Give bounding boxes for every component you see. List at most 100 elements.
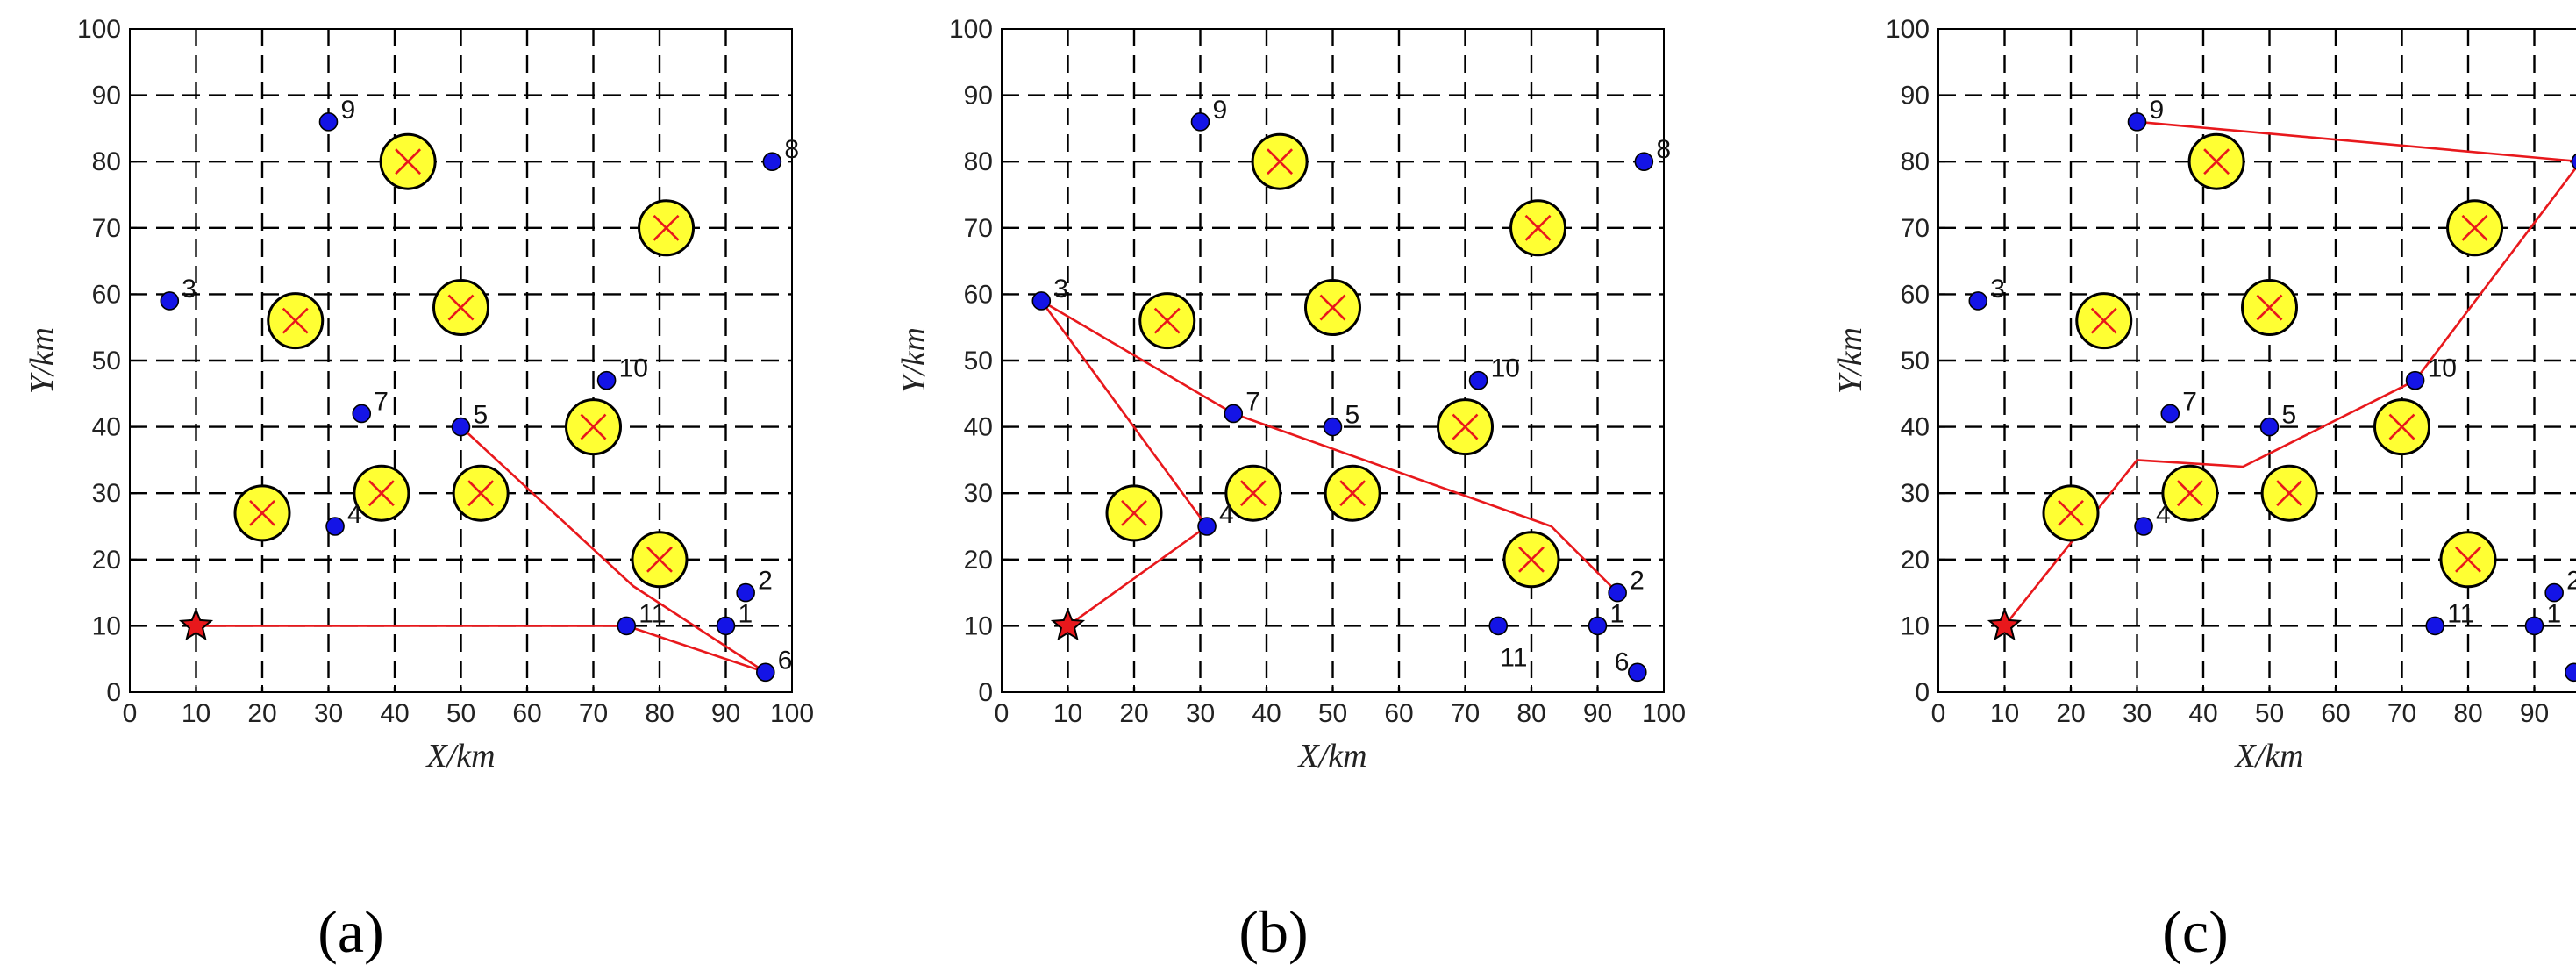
node-b-6: [1628, 662, 1647, 683]
obstacle-cross-b-b-0: [1267, 148, 1294, 175]
ytick-label-a-8: 80: [92, 147, 121, 176]
node-a-2: [736, 582, 755, 603]
ytick-label-a-4: 40: [92, 413, 121, 442]
ytick-label-b-5: 50: [964, 347, 993, 375]
panel-label-b: (b): [1238, 898, 1308, 965]
node-a-4: [325, 517, 345, 536]
obstacle-cross-b-b-5: [1121, 499, 1147, 526]
xtick-label-a-8: 80: [645, 699, 674, 728]
obstacle-cross-b-c-2: [2090, 307, 2117, 334]
xtick-label-b-8: 80: [1516, 699, 1545, 728]
panel-c: 0 10 20 30 40 50 60 70 80 90 100 0 10 20 30 40 50 60 70 80 9…: [1832, 15, 2576, 775]
node-label-a-3: 3: [182, 275, 196, 304]
obstacle-cross-b-c-3: [2256, 294, 2283, 321]
obstacle-cross-b-a-5: [249, 499, 275, 526]
xtick-label-a-2: 20: [247, 699, 276, 728]
node-b-10: [1468, 370, 1488, 390]
ytick-label-b-9: 90: [964, 82, 993, 111]
ytick-label-c-1: 10: [1901, 611, 1930, 640]
node-label-b-10: 10: [1491, 354, 1520, 383]
node-label-a-10: 10: [619, 354, 648, 383]
x-axis-title-c: X/km: [2233, 738, 2303, 775]
ytick-label-a-5: 50: [92, 347, 121, 375]
ytick-label-a-6: 60: [92, 280, 121, 309]
node-label-a-4: 4: [347, 500, 362, 529]
node-label-b-2: 2: [1630, 567, 1645, 596]
node-label-b-11: 11: [1500, 643, 1527, 672]
node-a-6: [755, 662, 775, 683]
xtick-label-b-2: 20: [1119, 699, 1148, 728]
node-label-b-1: 1: [1610, 599, 1625, 628]
ytick-label-a-3: 30: [92, 479, 121, 508]
node-label-b-5: 5: [1345, 401, 1360, 430]
xtick-label-a-3: 30: [314, 699, 343, 728]
node-b-4: [1197, 517, 1217, 536]
ytick-label-b-4: 40: [964, 413, 993, 442]
x-axis-title-b: X/km: [1296, 738, 1366, 775]
ytick-label-c-5: 50: [1901, 347, 1930, 375]
xtick-label-c-6: 60: [2321, 699, 2350, 728]
node-c-3: [1968, 291, 1988, 311]
node-label-b-9: 9: [1213, 96, 1228, 125]
node-label-c-10: 10: [2428, 354, 2457, 383]
xtick-label-c-0: 0: [1931, 699, 1946, 728]
ytick-label-b-6: 60: [964, 280, 993, 309]
xtick-label-a-5: 50: [446, 699, 475, 728]
node-c-2: [2544, 582, 2564, 603]
node-label-a-5: 5: [474, 401, 489, 430]
node-c-1: [2524, 616, 2544, 636]
xtick-label-a-7: 70: [579, 699, 608, 728]
xtick-label-c-7: 70: [2387, 699, 2416, 728]
node-a-8: [762, 152, 782, 171]
node-a-11: [617, 616, 637, 636]
node-a-7: [352, 404, 372, 424]
node-a-9: [318, 112, 339, 132]
xtick-label-b-6: 60: [1384, 699, 1413, 728]
obstacle-cross-b-b-6: [1239, 480, 1267, 507]
xtick-label-a-10: 100: [770, 699, 814, 728]
node-label-a-1: 1: [739, 599, 753, 628]
node-label-c-5: 5: [2282, 401, 2297, 430]
y-axis-title-c: Y/km: [1832, 327, 1869, 394]
ytick-label-c-7: 70: [1901, 214, 1930, 243]
obstacle-cross-b-c-8: [2455, 546, 2481, 573]
xtick-label-b-5: 50: [1318, 699, 1347, 728]
obstacle-cross-b-c-7: [2276, 480, 2303, 507]
y-axis-title-b: Y/km: [896, 327, 932, 394]
node-c-6: [2565, 662, 2576, 683]
ytick-label-a-7: 70: [92, 214, 121, 243]
node-label-c-1: 1: [2547, 599, 2562, 628]
ytick-label-b-2: 20: [964, 546, 993, 575]
xtick-label-b-0: 0: [995, 699, 1010, 728]
ytick-label-c-3: 30: [1901, 479, 1930, 508]
node-a-10: [596, 370, 617, 390]
obstacle-cross-b-c-5: [2058, 499, 2084, 526]
xtick-label-b-4: 40: [1252, 699, 1281, 728]
obstacle-cross-b-a-2: [282, 307, 309, 334]
node-label-a-2: 2: [758, 567, 773, 596]
obstacle-cross-b-a-8: [646, 546, 673, 573]
xtick-label-b-9: 90: [1583, 699, 1612, 728]
xtick-label-c-2: 20: [2056, 699, 2085, 728]
ytick-label-b-7: 70: [964, 214, 993, 243]
xtick-label-c-8: 80: [2453, 699, 2482, 728]
node-c-7: [2160, 404, 2180, 424]
obstacle-cross-b-a-6: [367, 480, 395, 507]
depot-star-b: [1050, 607, 1086, 641]
xtick-label-a-6: 60: [512, 699, 541, 728]
ytick-label-c-10: 100: [1886, 15, 1930, 44]
ytick-label-c-0: 0: [1915, 678, 1930, 707]
node-a-5: [451, 417, 471, 437]
node-b-11: [1488, 616, 1509, 636]
obstacle-cross-b-a-3: [447, 294, 475, 321]
xtick-label-c-4: 40: [2188, 699, 2217, 728]
xtick-label-b-7: 70: [1451, 699, 1480, 728]
xtick-label-c-9: 90: [2520, 699, 2549, 728]
xtick-label-a-4: 40: [380, 699, 409, 728]
obstacle-cross-b-b-3: [1319, 294, 1346, 321]
x-axis-title-a: X/km: [425, 738, 495, 775]
node-b-7: [1224, 404, 1244, 424]
node-b-2: [1608, 582, 1627, 603]
xtick-label-a-9: 90: [711, 699, 740, 728]
